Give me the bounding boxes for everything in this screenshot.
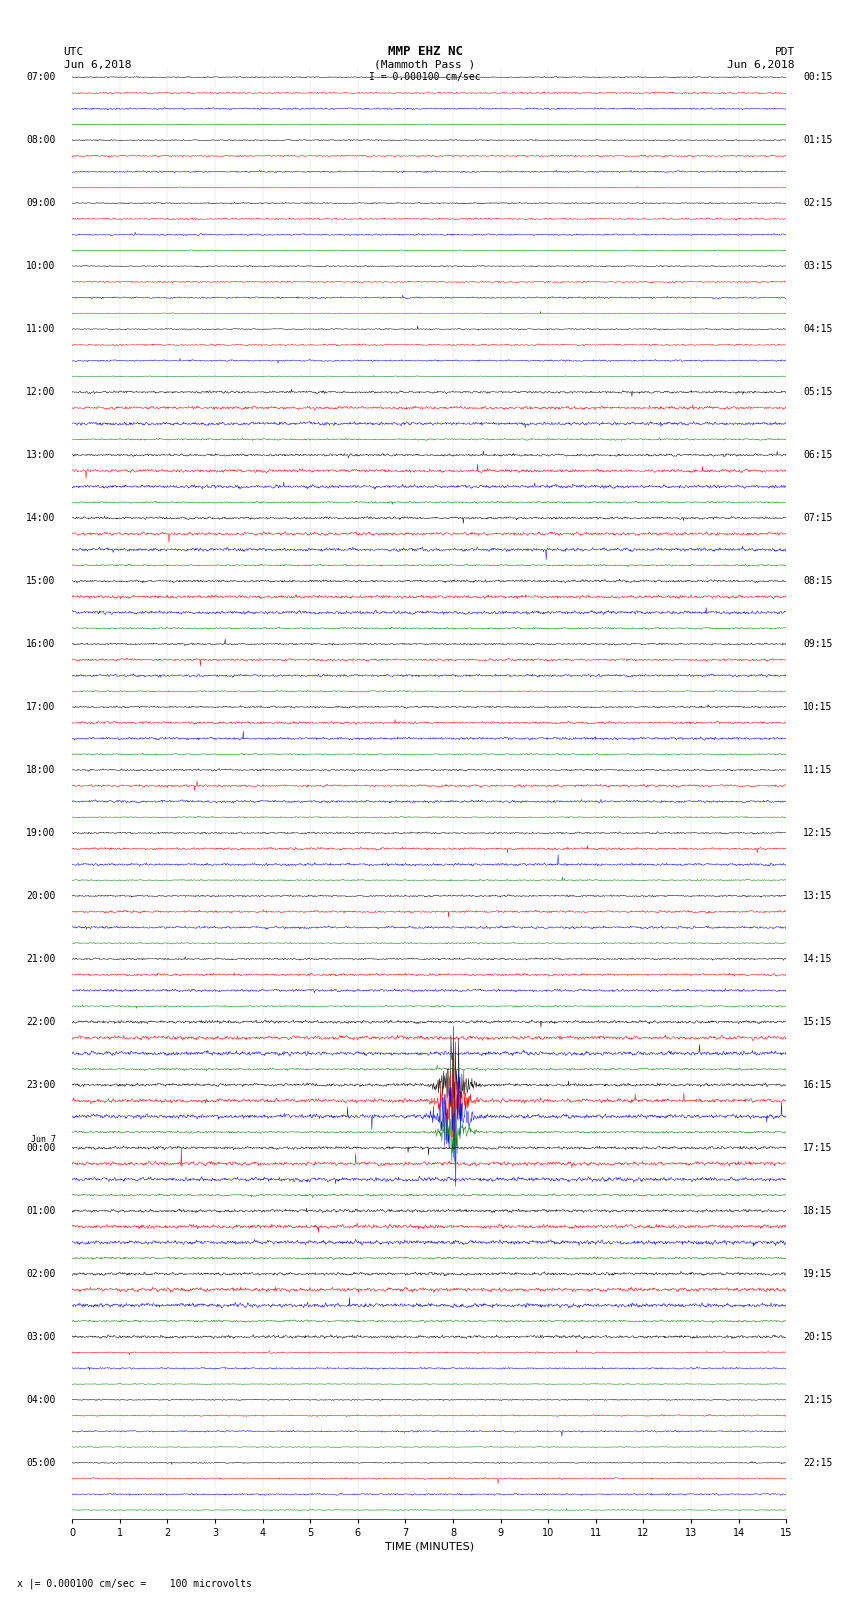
Text: 00:00: 00:00 [26,1144,55,1153]
Text: 02:00: 02:00 [26,1269,55,1279]
Text: 06:15: 06:15 [803,450,832,460]
Text: 22:15: 22:15 [803,1458,832,1468]
Text: I = 0.000100 cm/sec: I = 0.000100 cm/sec [369,73,481,82]
Text: 18:15: 18:15 [803,1207,832,1216]
Text: 03:15: 03:15 [803,261,832,271]
Text: 14:15: 14:15 [803,953,832,965]
Text: Jun 6,2018: Jun 6,2018 [728,60,795,69]
Text: x |= 0.000100 cm/sec =    100 microvolts: x |= 0.000100 cm/sec = 100 microvolts [17,1579,252,1589]
Text: 17:15: 17:15 [803,1144,832,1153]
Text: 04:15: 04:15 [803,324,832,334]
Text: 15:15: 15:15 [803,1016,832,1027]
Text: PDT: PDT [774,47,795,56]
Text: 12:00: 12:00 [26,387,55,397]
X-axis label: TIME (MINUTES): TIME (MINUTES) [385,1542,473,1552]
Text: 05:15: 05:15 [803,387,832,397]
Text: 15:00: 15:00 [26,576,55,586]
Text: 19:15: 19:15 [803,1269,832,1279]
Text: 13:15: 13:15 [803,890,832,902]
Text: 11:15: 11:15 [803,765,832,774]
Text: 19:00: 19:00 [26,827,55,839]
Text: 22:00: 22:00 [26,1016,55,1027]
Text: 20:15: 20:15 [803,1332,832,1342]
Text: 08:15: 08:15 [803,576,832,586]
Text: 20:00: 20:00 [26,890,55,902]
Text: Jun 7: Jun 7 [31,1136,55,1145]
Text: 23:00: 23:00 [26,1079,55,1090]
Text: 07:15: 07:15 [803,513,832,523]
Text: 13:00: 13:00 [26,450,55,460]
Text: 04:00: 04:00 [26,1395,55,1405]
Text: 02:15: 02:15 [803,198,832,208]
Text: 01:00: 01:00 [26,1207,55,1216]
Text: 08:00: 08:00 [26,135,55,145]
Text: 05:00: 05:00 [26,1458,55,1468]
Text: 16:00: 16:00 [26,639,55,648]
Text: 10:15: 10:15 [803,702,832,711]
Text: 07:00: 07:00 [26,73,55,82]
Text: 14:00: 14:00 [26,513,55,523]
Text: 18:00: 18:00 [26,765,55,774]
Text: 17:00: 17:00 [26,702,55,711]
Text: 01:15: 01:15 [803,135,832,145]
Text: 09:00: 09:00 [26,198,55,208]
Text: 09:15: 09:15 [803,639,832,648]
Text: MMP EHZ NC: MMP EHZ NC [388,45,462,58]
Text: 03:00: 03:00 [26,1332,55,1342]
Text: Jun 6,2018: Jun 6,2018 [64,60,131,69]
Text: 21:15: 21:15 [803,1395,832,1405]
Text: 16:15: 16:15 [803,1079,832,1090]
Text: 12:15: 12:15 [803,827,832,839]
Text: 10:00: 10:00 [26,261,55,271]
Text: UTC: UTC [64,47,84,56]
Text: 11:00: 11:00 [26,324,55,334]
Text: 21:00: 21:00 [26,953,55,965]
Text: 00:15: 00:15 [803,73,832,82]
Text: (Mammoth Pass ): (Mammoth Pass ) [374,60,476,69]
